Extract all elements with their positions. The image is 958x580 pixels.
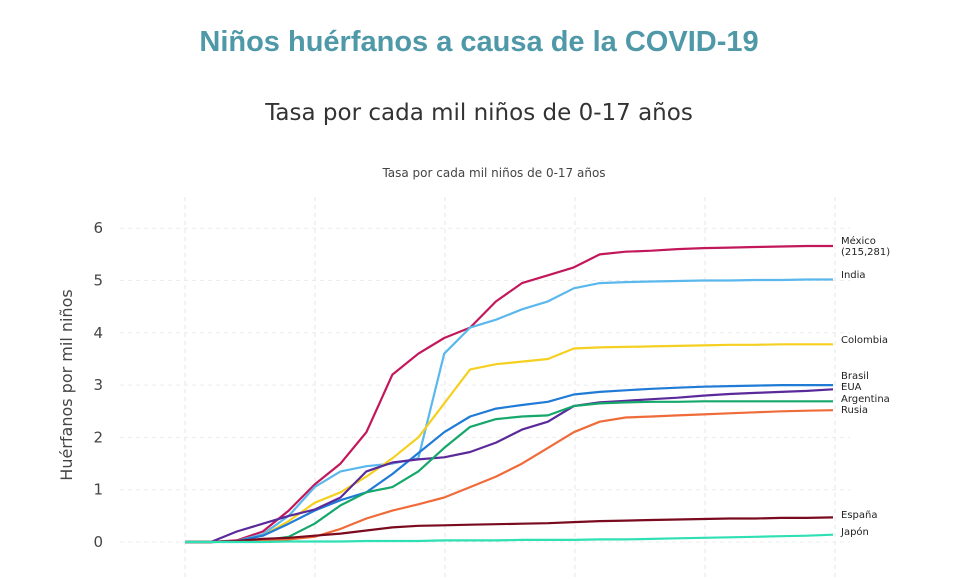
series-line-0 <box>185 244 833 544</box>
series-label: México <box>841 235 876 247</box>
y-axis-label: Huérfanos por mil niños <box>57 289 76 480</box>
series-line-7 <box>185 516 834 544</box>
page-subtitle: Tasa por cada mil niños de 0-17 años <box>265 100 693 126</box>
y-tick-label: 3 <box>93 376 103 394</box>
series-label: Colombia <box>841 335 888 346</box>
grid <box>120 197 850 580</box>
series-line-6 <box>185 409 834 544</box>
y-tick-label: 6 <box>93 219 103 237</box>
y-tick-label: 4 <box>93 324 103 342</box>
series-label: Argentina <box>841 394 890 405</box>
series-label: (215,281) <box>841 247 890 258</box>
y-tick-label: 1 <box>93 481 103 499</box>
series-label: Brasil <box>841 371 869 382</box>
series-line-3 <box>185 384 833 544</box>
series-line-1 <box>185 278 833 544</box>
series-label: EUA <box>841 382 862 393</box>
series-line-8 <box>185 533 834 544</box>
y-tick-label: 0 <box>93 533 103 551</box>
chart-title: Tasa por cada mil niños de 0-17 años <box>381 166 605 180</box>
series-line-4 <box>185 388 834 544</box>
series-labels: México(215,281) India Colombia BrasilEUAArg… <box>840 235 890 538</box>
page-title: Niños huérfanos a causa de la COVID-19 <box>199 26 759 58</box>
series-label: India <box>841 270 866 281</box>
series-lines <box>185 244 834 544</box>
series-line-5 <box>185 400 833 544</box>
series-line-2 <box>185 343 833 544</box>
y-tick-label: 5 <box>93 272 103 290</box>
y-tick-label: 2 <box>93 428 103 446</box>
y-axis-ticks: 0 1 2 3 4 5 6 <box>93 219 103 551</box>
series-label: Rusia <box>841 405 868 416</box>
series-label: Japón <box>840 526 869 538</box>
series-label: España <box>841 510 877 521</box>
